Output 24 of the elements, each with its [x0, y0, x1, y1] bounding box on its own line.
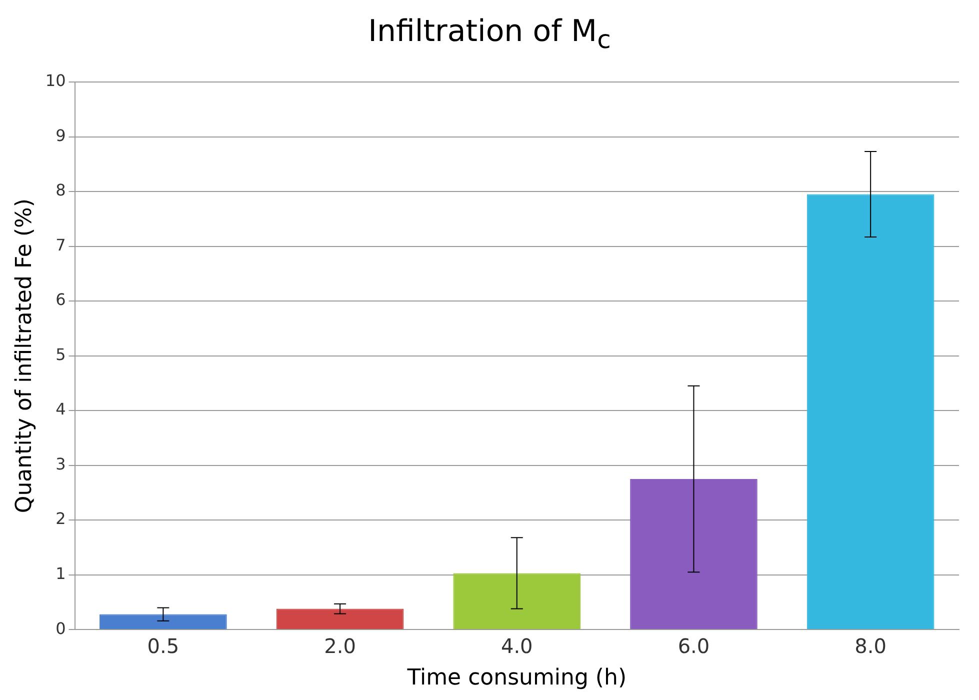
y-tick-label: 10 [45, 71, 66, 90]
y-tick-label: 2 [56, 509, 66, 528]
y-tick-label: 1 [56, 564, 66, 583]
bar [276, 608, 404, 630]
x-axis-title: Time consuming (h) [406, 666, 627, 691]
x-tick-label: 2.0 [324, 634, 356, 658]
y-tick-label: 7 [56, 235, 66, 254]
chart-title: Infiltration of M$_{c}$ [367, 13, 612, 56]
bar [453, 573, 581, 630]
y-tick-label: 8 [56, 180, 66, 200]
bar [630, 479, 758, 630]
y-tick-label: 3 [56, 454, 66, 474]
bar [806, 194, 934, 630]
y-axis-title: Quantity of infiltrated Fe (%) [12, 198, 37, 514]
x-tick-label: 0.5 [147, 634, 180, 658]
y-tick-label: 0 [56, 618, 66, 638]
x-tick-label: 6.0 [678, 634, 710, 658]
y-tick-label: 4 [56, 400, 66, 419]
x-tick-label: 4.0 [500, 634, 533, 658]
x-tick-label: 8.0 [854, 634, 886, 658]
y-tick-label: 6 [56, 290, 66, 310]
y-tick-label: 9 [56, 126, 66, 145]
bar [100, 614, 227, 630]
y-tick-label: 5 [56, 344, 66, 364]
